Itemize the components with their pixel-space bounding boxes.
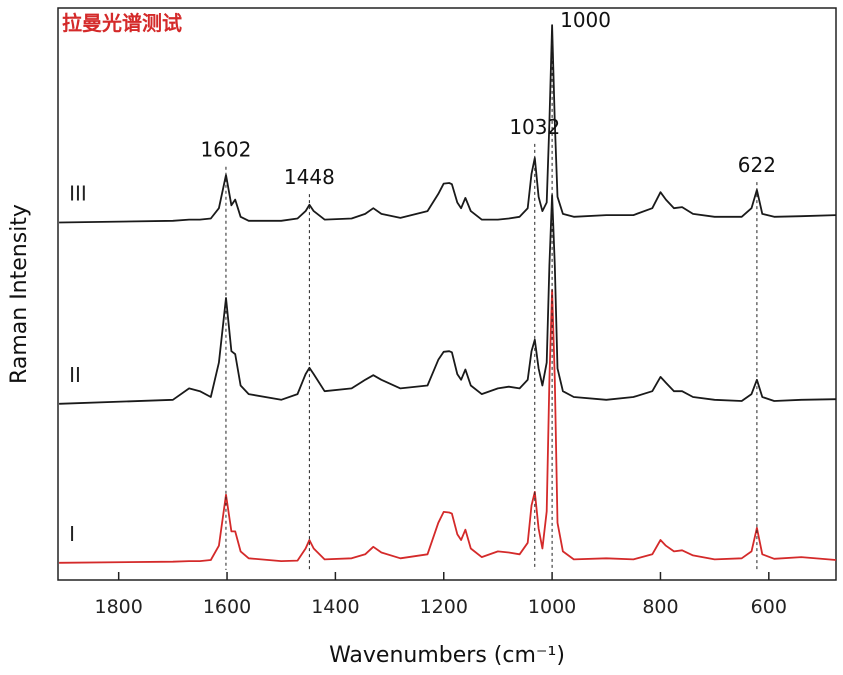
peak-label: 1448 [284, 165, 335, 189]
x-tick-label: 1800 [94, 596, 142, 618]
x-tick-label: 800 [642, 596, 678, 618]
x-tick-label: 1400 [311, 596, 359, 618]
series-label: II [69, 363, 81, 387]
spectrum-line [59, 289, 837, 564]
peak-label: 622 [738, 153, 776, 177]
chart-title: 拉曼光谱测试 [62, 11, 182, 35]
peak-label: 1602 [200, 138, 251, 162]
x-axis-label: Wavenumbers (cm⁻¹) [329, 643, 565, 668]
spectrum-line [59, 24, 837, 224]
x-tick-label: 1000 [528, 596, 576, 618]
x-tick-label: 1600 [203, 596, 251, 618]
y-axis-label: Raman Intensity [7, 204, 32, 384]
spectrum-line [59, 194, 837, 405]
peak-label: 1000 [560, 8, 611, 32]
x-tick-label: 1200 [420, 596, 468, 618]
series-label: I [69, 522, 75, 546]
x-tick-label: 600 [751, 596, 787, 618]
series-label: III [69, 182, 87, 206]
plot-frame [57, 7, 837, 581]
